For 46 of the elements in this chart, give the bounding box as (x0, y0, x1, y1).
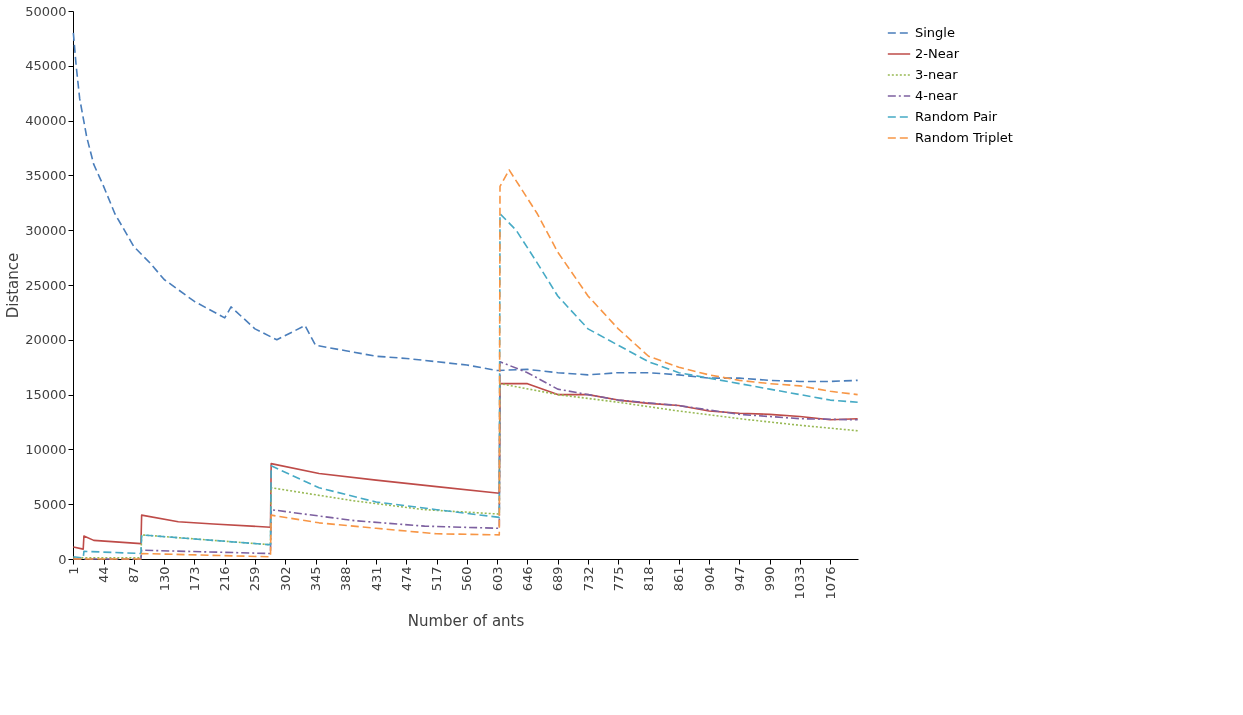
y-tick-label: 20000 (25, 332, 67, 348)
x-tick-label: 44 (96, 566, 112, 584)
x-tick-label: 646 (519, 566, 535, 592)
y-tick-label: 45000 (25, 58, 67, 74)
x-tick-label: 259 (247, 566, 263, 592)
legend-label: 3-near (915, 67, 959, 82)
x-tick-label: 388 (338, 566, 354, 592)
x-tick-label: 603 (489, 566, 505, 592)
x-tick-label: 431 (368, 566, 384, 592)
x-tick-label: 474 (398, 566, 414, 592)
x-tick-label: 345 (308, 566, 324, 592)
y-tick-label: 10000 (25, 441, 67, 457)
x-tick-label: 689 (550, 566, 566, 592)
x-tick-label: 517 (429, 566, 445, 592)
x-tick-label: 173 (186, 566, 202, 592)
y-axis-title: Distance (4, 252, 23, 319)
y-tick-label: 35000 (25, 167, 67, 183)
x-tick-label: 947 (731, 566, 747, 592)
x-tick-label: 1076 (822, 566, 838, 600)
x-tick-label: 904 (701, 566, 717, 592)
x-tick-label: 732 (580, 566, 596, 592)
y-tick-label: 50000 (25, 3, 67, 19)
x-axis-title: Number of ants (407, 611, 525, 630)
x-tick-label: 560 (459, 566, 475, 592)
y-tick-label: 25000 (25, 277, 67, 293)
x-tick-label: 302 (277, 566, 293, 592)
legend-label: Single (915, 25, 955, 40)
line-series (72, 32, 859, 383)
x-tick-label: 775 (610, 566, 626, 592)
y-tick-label: 30000 (25, 222, 67, 238)
x-tick-label: 818 (641, 566, 657, 592)
y-tick-label: 5000 (33, 496, 67, 512)
legend-label: Random Pair (915, 109, 998, 124)
x-tick-label: 1 (65, 566, 81, 575)
legend-label: 2-Near (915, 46, 960, 61)
legend-label: Random Triplet (915, 130, 1013, 145)
x-tick-label: 1033 (792, 566, 808, 600)
legend-label: 4-near (915, 88, 959, 103)
x-tick-label: 87 (126, 566, 142, 584)
x-tick-label: 130 (156, 566, 172, 592)
x-tick-label: 861 (671, 566, 687, 592)
x-tick-label: 216 (217, 566, 233, 592)
y-tick-label: 15000 (25, 387, 67, 403)
y-tick-label: 40000 (25, 113, 67, 129)
x-tick-label: 990 (762, 566, 778, 592)
y-tick-label: 0 (58, 551, 67, 567)
